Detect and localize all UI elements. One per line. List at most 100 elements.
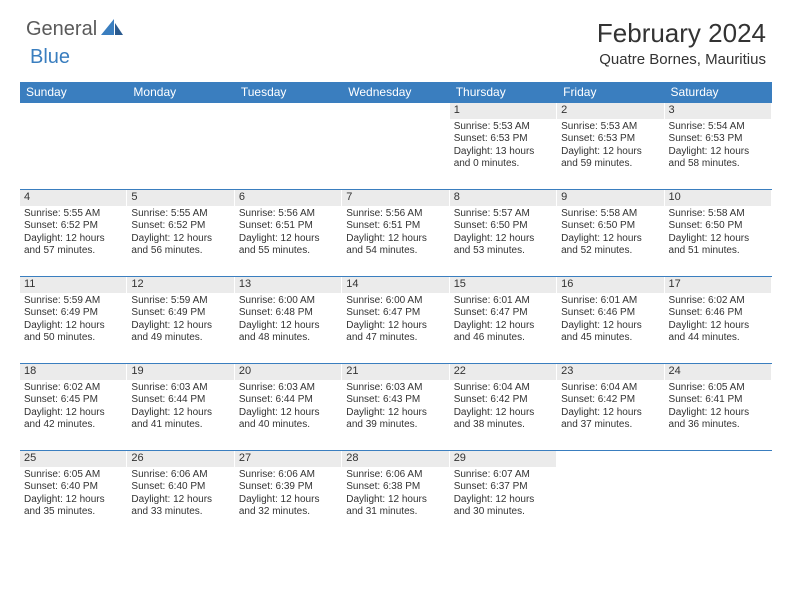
- sunrise-text: Sunrise: 6:02 AM: [24, 382, 122, 395]
- month-title: February 2024: [597, 18, 766, 49]
- day-number: 6: [235, 190, 341, 206]
- calendar-cell: 6Sunrise: 5:56 AMSunset: 6:51 PMDaylight…: [235, 190, 342, 276]
- calendar-cell: 28Sunrise: 6:06 AMSunset: 6:38 PMDayligh…: [342, 451, 449, 537]
- daylight-text: Daylight: 12 hours and 35 minutes.: [24, 494, 122, 519]
- calendar-cell: 16Sunrise: 6:01 AMSunset: 6:46 PMDayligh…: [557, 277, 664, 363]
- sunrise-text: Sunrise: 6:04 AM: [561, 382, 659, 395]
- calendar-cell: [20, 103, 127, 189]
- calendar-cell: 11Sunrise: 5:59 AMSunset: 6:49 PMDayligh…: [20, 277, 127, 363]
- day-number: 2: [557, 103, 663, 119]
- day-number: 12: [127, 277, 233, 293]
- sunset-text: Sunset: 6:50 PM: [561, 220, 659, 233]
- calendar-cell: 8Sunrise: 5:57 AMSunset: 6:50 PMDaylight…: [450, 190, 557, 276]
- sunrise-text: Sunrise: 5:53 AM: [454, 121, 552, 134]
- sunset-text: Sunset: 6:46 PM: [561, 307, 659, 320]
- sunset-text: Sunset: 6:47 PM: [346, 307, 444, 320]
- day-header: Tuesday: [235, 82, 342, 102]
- day-number: 5: [127, 190, 233, 206]
- calendar-cell: 1Sunrise: 5:53 AMSunset: 6:53 PMDaylight…: [450, 103, 557, 189]
- location-label: Quatre Bornes, Mauritius: [597, 51, 766, 68]
- daylight-text: Daylight: 12 hours and 39 minutes.: [346, 407, 444, 432]
- day-number: 22: [450, 364, 556, 380]
- day-number: 3: [665, 103, 771, 119]
- day-number: 7: [342, 190, 448, 206]
- day-number: 28: [342, 451, 448, 467]
- calendar-cell: 10Sunrise: 5:58 AMSunset: 6:50 PMDayligh…: [665, 190, 772, 276]
- calendar-cell: 27Sunrise: 6:06 AMSunset: 6:39 PMDayligh…: [235, 451, 342, 537]
- calendar-cell: 22Sunrise: 6:04 AMSunset: 6:42 PMDayligh…: [450, 364, 557, 450]
- day-number: 24: [665, 364, 771, 380]
- day-number: 19: [127, 364, 233, 380]
- sunset-text: Sunset: 6:53 PM: [561, 133, 659, 146]
- daylight-text: Daylight: 12 hours and 44 minutes.: [669, 320, 767, 345]
- day-number: 14: [342, 277, 448, 293]
- sunset-text: Sunset: 6:46 PM: [669, 307, 767, 320]
- daylight-text: Daylight: 12 hours and 51 minutes.: [669, 233, 767, 258]
- day-number: 10: [665, 190, 771, 206]
- calendar-cell: 4Sunrise: 5:55 AMSunset: 6:52 PMDaylight…: [20, 190, 127, 276]
- day-number: 20: [235, 364, 341, 380]
- day-number: 27: [235, 451, 341, 467]
- calendar-cell: 29Sunrise: 6:07 AMSunset: 6:37 PMDayligh…: [450, 451, 557, 537]
- sunset-text: Sunset: 6:47 PM: [454, 307, 552, 320]
- day-number: 25: [20, 451, 126, 467]
- daylight-text: Daylight: 12 hours and 50 minutes.: [24, 320, 122, 345]
- sunrise-text: Sunrise: 6:03 AM: [346, 382, 444, 395]
- sunrise-text: Sunrise: 6:03 AM: [131, 382, 229, 395]
- sunset-text: Sunset: 6:38 PM: [346, 481, 444, 494]
- sunrise-text: Sunrise: 6:03 AM: [239, 382, 337, 395]
- calendar-cell: 26Sunrise: 6:06 AMSunset: 6:40 PMDayligh…: [127, 451, 234, 537]
- sunset-text: Sunset: 6:42 PM: [561, 394, 659, 407]
- daylight-text: Daylight: 12 hours and 57 minutes.: [24, 233, 122, 258]
- sunrise-text: Sunrise: 6:05 AM: [669, 382, 767, 395]
- calendar-week: 18Sunrise: 6:02 AMSunset: 6:45 PMDayligh…: [20, 363, 772, 450]
- sunrise-text: Sunrise: 5:54 AM: [669, 121, 767, 134]
- sunrise-text: Sunrise: 5:56 AM: [239, 208, 337, 221]
- daylight-text: Daylight: 12 hours and 53 minutes.: [454, 233, 552, 258]
- calendar-cell: [342, 103, 449, 189]
- day-header: Wednesday: [342, 82, 449, 102]
- sunrise-text: Sunrise: 6:02 AM: [669, 295, 767, 308]
- daylight-text: Daylight: 12 hours and 40 minutes.: [239, 407, 337, 432]
- sunrise-text: Sunrise: 6:00 AM: [346, 295, 444, 308]
- sunrise-text: Sunrise: 5:58 AM: [669, 208, 767, 221]
- sunrise-text: Sunrise: 6:07 AM: [454, 469, 552, 482]
- day-number: 21: [342, 364, 448, 380]
- sunrise-text: Sunrise: 5:56 AM: [346, 208, 444, 221]
- sunset-text: Sunset: 6:41 PM: [669, 394, 767, 407]
- daylight-text: Daylight: 12 hours and 54 minutes.: [346, 233, 444, 258]
- calendar-cell: [127, 103, 234, 189]
- day-number: 23: [557, 364, 663, 380]
- day-number: 16: [557, 277, 663, 293]
- day-header: Monday: [127, 82, 234, 102]
- day-number: 11: [20, 277, 126, 293]
- daylight-text: Daylight: 12 hours and 33 minutes.: [131, 494, 229, 519]
- calendar-cell: 21Sunrise: 6:03 AMSunset: 6:43 PMDayligh…: [342, 364, 449, 450]
- sunset-text: Sunset: 6:45 PM: [24, 394, 122, 407]
- daylight-text: Daylight: 12 hours and 52 minutes.: [561, 233, 659, 258]
- daylight-text: Daylight: 12 hours and 58 minutes.: [669, 146, 767, 171]
- sunset-text: Sunset: 6:51 PM: [346, 220, 444, 233]
- sunrise-text: Sunrise: 6:06 AM: [131, 469, 229, 482]
- calendar-cell: [665, 451, 772, 537]
- calendar-body: 1Sunrise: 5:53 AMSunset: 6:53 PMDaylight…: [20, 102, 772, 538]
- sunset-text: Sunset: 6:51 PM: [239, 220, 337, 233]
- logo-text-blue: Blue: [30, 46, 70, 68]
- calendar-cell: 7 Sunrise: 5:56 AMSunset: 6:51 PMDaylight…: [342, 190, 449, 276]
- calendar-cell: 23Sunrise: 6:04 AMSunset: 6:42 PMDayligh…: [557, 364, 664, 450]
- sunset-text: Sunset: 6:42 PM: [454, 394, 552, 407]
- sunset-text: Sunset: 6:52 PM: [131, 220, 229, 233]
- sunrise-text: Sunrise: 5:55 AM: [24, 208, 122, 221]
- day-number: 26: [127, 451, 233, 467]
- sunrise-text: Sunrise: 6:06 AM: [346, 469, 444, 482]
- sunset-text: Sunset: 6:53 PM: [454, 133, 552, 146]
- sunset-text: Sunset: 6:52 PM: [24, 220, 122, 233]
- logo-text-general: General: [26, 18, 97, 41]
- day-number: 9: [557, 190, 663, 206]
- calendar: SundayMondayTuesdayWednesdayThursdayFrid…: [20, 82, 772, 538]
- sunset-text: Sunset: 6:44 PM: [131, 394, 229, 407]
- calendar-cell: 25Sunrise: 6:05 AMSunset: 6:40 PMDayligh…: [20, 451, 127, 537]
- calendar-cell: 15Sunrise: 6:01 AMSunset: 6:47 PMDayligh…: [450, 277, 557, 363]
- calendar-cell: 3Sunrise: 5:54 AMSunset: 6:53 PMDaylight…: [665, 103, 772, 189]
- daylight-text: Daylight: 12 hours and 30 minutes.: [454, 494, 552, 519]
